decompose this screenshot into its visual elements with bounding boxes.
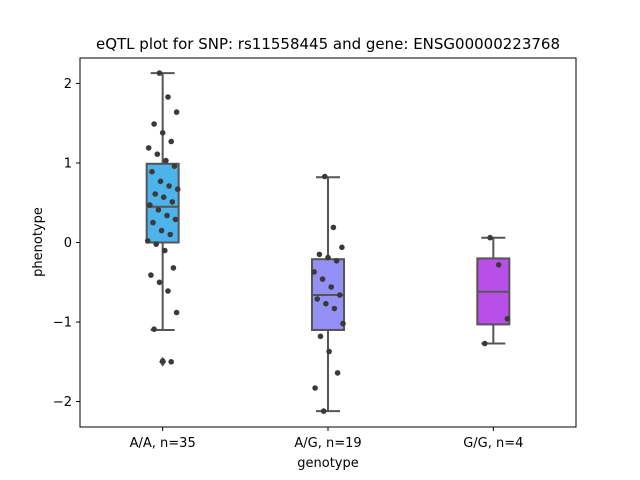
data-point (160, 194, 167, 200)
data-point (328, 284, 335, 290)
data-point (168, 138, 174, 145)
data-point (331, 305, 338, 312)
data-point (162, 247, 168, 254)
data-point (165, 94, 171, 100)
data-point (157, 178, 164, 185)
data-point (319, 276, 326, 282)
data-point (167, 231, 173, 238)
data-point (154, 151, 161, 157)
data-point (340, 320, 346, 327)
y-tick-label: −2 (53, 395, 72, 410)
data-point (165, 288, 171, 294)
data-point (323, 300, 329, 307)
data-point (166, 183, 172, 189)
x-axis-label: genotype (297, 456, 358, 471)
x-tick-label: A/G, n=19 (294, 436, 361, 451)
data-point (312, 385, 318, 391)
plot-frame (79, 57, 577, 428)
data-point (158, 227, 165, 234)
data-point (156, 279, 163, 286)
y-tick-label: 1 (64, 156, 72, 171)
data-point (487, 234, 493, 241)
data-point (482, 340, 488, 347)
data-point (164, 212, 170, 219)
data-point (149, 168, 155, 175)
data-point (169, 199, 176, 205)
data-point (159, 358, 166, 364)
data-point (325, 254, 331, 261)
data-point (153, 241, 159, 247)
data-point (173, 109, 180, 115)
data-point (148, 272, 154, 278)
data-point (316, 251, 323, 258)
data-point (151, 121, 157, 127)
data-point (144, 238, 151, 244)
data-point (150, 219, 156, 226)
data-point (171, 163, 178, 169)
data-point (333, 258, 340, 264)
data-point (170, 265, 177, 271)
data-point (151, 326, 157, 333)
data-point (330, 224, 337, 231)
data-point (147, 202, 153, 208)
data-point (322, 173, 328, 180)
data-point (311, 269, 317, 275)
data-point (163, 157, 169, 164)
data-point (504, 316, 511, 322)
data-point (159, 130, 166, 136)
chart-title: eQTL plot for SNP: rs11558445 and gene: … (96, 35, 560, 53)
data-point (339, 244, 345, 251)
x-tick-label: G/G, n=4 (463, 436, 523, 451)
data-point (155, 207, 162, 213)
data-point (320, 408, 327, 414)
data-point (156, 70, 163, 76)
data-point (152, 191, 158, 197)
data-point (174, 186, 181, 192)
data-point (172, 216, 179, 223)
y-tick-label: −1 (53, 316, 72, 331)
data-point (326, 348, 332, 355)
data-point (337, 292, 343, 298)
data-point (317, 333, 324, 340)
x-tick-label: A/A, n=35 (130, 436, 196, 451)
data-point (168, 359, 174, 365)
y-axis-label: phenotype (31, 207, 46, 277)
y-tick-label: 2 (64, 77, 72, 92)
data-point (314, 296, 321, 302)
data-point (334, 370, 341, 376)
data-point (145, 145, 152, 151)
data-point (495, 262, 502, 268)
data-point (173, 309, 180, 316)
y-tick-label: 0 (64, 236, 72, 251)
